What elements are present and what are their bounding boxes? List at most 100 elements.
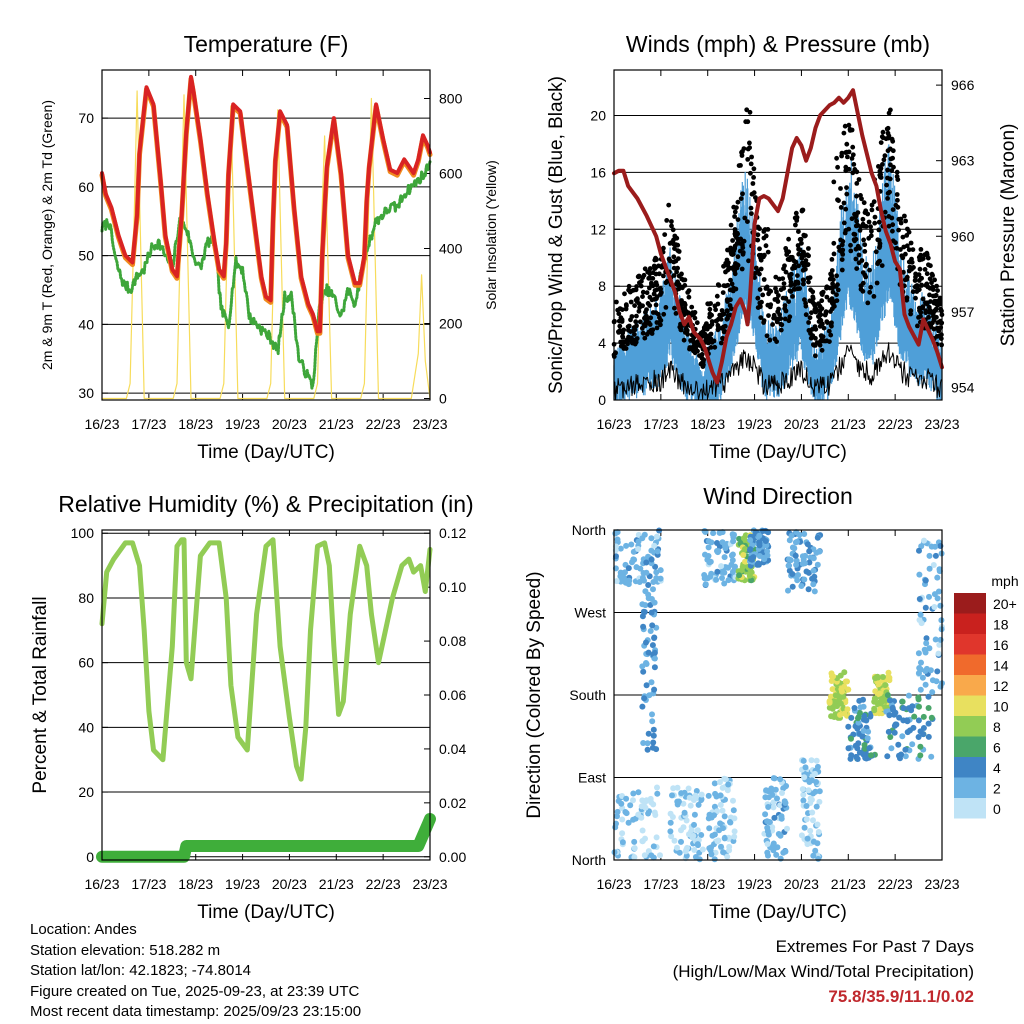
gust-dot <box>675 265 680 271</box>
direction-dot <box>728 561 735 568</box>
direction-dot <box>802 764 809 771</box>
direction-dot <box>722 543 729 550</box>
gust-dot <box>692 310 698 315</box>
direction-dot <box>667 810 674 817</box>
direction-dot <box>727 819 733 825</box>
gust-dot <box>819 347 825 353</box>
direction-dot <box>809 809 816 816</box>
gust-dot <box>774 296 780 302</box>
gust-dot <box>838 186 843 191</box>
gust-dot <box>914 289 920 294</box>
gust-dot <box>757 271 762 277</box>
gust-dot <box>839 257 845 262</box>
gust-dot <box>674 269 679 275</box>
direction-dot <box>638 803 645 810</box>
gust-dot <box>872 214 878 220</box>
direction-dot <box>653 834 660 841</box>
legend-label: 0 <box>993 801 1001 817</box>
direction-dot <box>668 833 675 840</box>
y-tick-label: South <box>569 687 606 703</box>
extremes-title: Extremes For Past 7 Days <box>775 937 974 956</box>
direction-dot <box>887 734 894 740</box>
gust-dot <box>912 284 918 290</box>
gust-dot <box>758 255 763 261</box>
gust-dot <box>830 281 835 287</box>
direction-dot <box>708 844 715 851</box>
direction-dot <box>742 538 749 545</box>
direction-dot <box>926 552 933 559</box>
y2-axis-label: Solar Insolation (Yellow) <box>483 160 499 310</box>
direction-dot <box>798 583 805 589</box>
direction-dot <box>706 825 713 832</box>
gust-dot <box>718 340 724 346</box>
gust-dot <box>765 249 771 255</box>
gust-dot <box>719 308 725 313</box>
gust-dot <box>917 305 922 311</box>
direction-dot <box>717 820 724 827</box>
direction-dot <box>645 730 652 737</box>
gust-dot <box>614 299 619 305</box>
gust-dot <box>774 339 779 344</box>
direction-dot <box>731 815 738 822</box>
direction-dot <box>805 569 812 576</box>
station-info: Location: Andes Station elevation: 518.2… <box>30 920 361 1023</box>
direction-dot <box>884 692 891 699</box>
direction-dot <box>714 540 720 546</box>
legend-label: 20+ <box>993 596 1017 612</box>
gust-dot <box>845 154 850 160</box>
gust-dot <box>620 340 625 345</box>
gust-dot <box>640 330 646 336</box>
direction-dot <box>764 849 771 856</box>
y2-tick-label: 0.06 <box>439 687 466 703</box>
direction-dot <box>861 712 868 719</box>
direction-dot <box>705 538 712 545</box>
gust-dot <box>644 313 649 319</box>
direction-dot <box>639 613 646 620</box>
gust-dot <box>634 313 639 319</box>
direction-dot <box>651 664 658 671</box>
gust-dot <box>765 302 771 308</box>
direction-dot <box>678 838 684 845</box>
gust-dot <box>669 219 674 224</box>
gust-dot <box>819 290 825 296</box>
gust-dot <box>919 256 925 262</box>
direction-dot <box>802 552 809 559</box>
direction-dot <box>814 561 821 568</box>
direction-dot <box>653 533 660 540</box>
legend-swatch <box>954 777 986 798</box>
gust-dot <box>661 311 667 317</box>
gust-dot <box>674 281 679 287</box>
gust-dot <box>618 315 624 321</box>
gust-dot <box>771 315 776 321</box>
precipitation-line <box>96 813 436 863</box>
gust-dot <box>672 233 678 239</box>
x-tick-label: 22/23 <box>878 876 913 892</box>
x-tick-label: 20/23 <box>272 416 307 432</box>
gust-dot <box>842 123 848 129</box>
gust-dot <box>801 281 806 287</box>
gust-dot <box>926 304 932 310</box>
direction-dot <box>814 821 821 828</box>
gust-dot <box>898 247 903 252</box>
gust-dot <box>647 271 653 277</box>
y2-tick-label: 0.12 <box>439 525 466 541</box>
gust-dot <box>689 304 695 310</box>
gust-dot <box>862 210 868 216</box>
direction-dot <box>929 689 936 696</box>
direction-dot <box>699 846 706 853</box>
gust-dot <box>730 238 735 243</box>
y2-tick-label: 957 <box>951 304 975 320</box>
y-tick-label: 30 <box>78 385 94 401</box>
direction-dot <box>904 718 911 725</box>
direction-dot <box>801 576 808 583</box>
direction-dot <box>871 707 878 714</box>
legend-label: 10 <box>993 699 1009 715</box>
gust-dot <box>927 292 932 298</box>
direction-dot <box>705 792 712 799</box>
direction-dot <box>713 576 720 583</box>
gust-dot <box>654 320 660 325</box>
gust-dot <box>797 247 803 253</box>
gust-dot <box>719 325 725 331</box>
y-tick-label: 40 <box>78 316 94 332</box>
direction-dot <box>917 743 924 750</box>
